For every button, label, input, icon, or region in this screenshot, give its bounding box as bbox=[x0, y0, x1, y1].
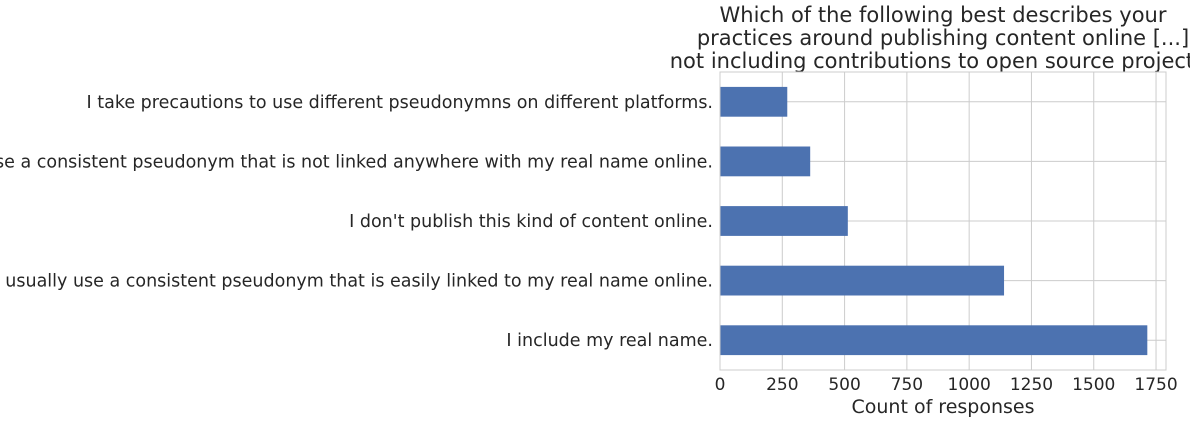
bar bbox=[720, 325, 1148, 356]
category-labels: I take precautions to use different pseu… bbox=[0, 93, 713, 351]
chart-title: Which of the following best describes yo… bbox=[670, 3, 1190, 73]
x-tick-label: 500 bbox=[828, 375, 860, 395]
bar bbox=[720, 146, 811, 177]
bar bbox=[720, 206, 848, 236]
bar bbox=[720, 86, 788, 117]
chart-title-line-3: not including contributions to open sour… bbox=[670, 49, 1190, 73]
category-label: I don't publish this kind of content onl… bbox=[349, 212, 713, 232]
x-tick-label: 1000 bbox=[948, 375, 991, 395]
chart-title-line-2: practices around publishing content onli… bbox=[697, 26, 1189, 50]
category-label: I usually use a consistent pseudonym tha… bbox=[0, 152, 713, 172]
bars bbox=[720, 86, 1148, 356]
x-tick-labels: 0 250 500 750 1000 1250 1500 1750 bbox=[715, 375, 1178, 395]
x-tick-label: 250 bbox=[766, 375, 798, 395]
x-tick-label: 1500 bbox=[1072, 375, 1115, 395]
bar bbox=[720, 265, 1005, 296]
category-label: I take precautions to use different pseu… bbox=[87, 93, 713, 113]
x-axis-label: Count of responses bbox=[851, 396, 1034, 418]
category-label: I usually use a consistent pseudonym tha… bbox=[0, 272, 713, 292]
chart-title-line-1: Which of the following best describes yo… bbox=[720, 3, 1167, 27]
x-tick-label: 1750 bbox=[1134, 375, 1177, 395]
plot-frame bbox=[719, 71, 1167, 371]
x-tick-label: 0 bbox=[715, 375, 726, 395]
x-tick-label: 750 bbox=[891, 375, 923, 395]
category-label: I include my real name. bbox=[506, 331, 713, 351]
x-tick-label: 1250 bbox=[1010, 375, 1053, 395]
